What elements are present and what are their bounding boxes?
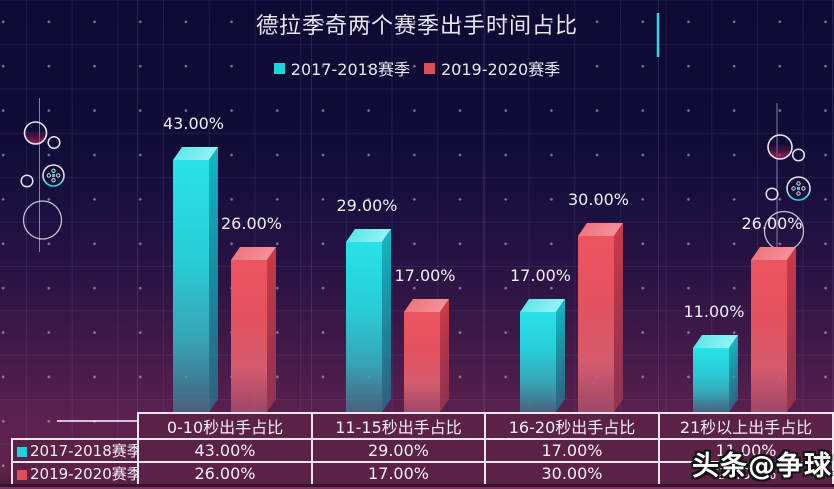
page-title: 德拉季奇两个赛季出手时间占比	[255, 14, 578, 39]
legend-swatch-cyan	[273, 62, 285, 74]
bar-side-face	[729, 334, 738, 412]
bar-value-label: 26.00%	[741, 213, 803, 233]
table-row: 2019-2020赛季 26.00% 17.00% 30.00% 26.00%	[11, 461, 834, 486]
bar-side-face	[440, 299, 449, 412]
bar-value-label: 29.00%	[336, 196, 398, 216]
bar-series2-cat1: 26.00%	[221, 214, 282, 412]
column-guide-line	[311, 0, 312, 412]
table-header-cell: 0-10秒出手占比	[137, 412, 313, 440]
bar-front-face	[519, 312, 556, 412]
table-row-label: 2019-2020赛季	[11, 461, 139, 486]
legend-item-2017-2018: 2017-2018赛季	[273, 56, 410, 80]
bar-series2-cat2: 17.00%	[394, 266, 456, 412]
bar-side-face	[382, 229, 391, 412]
bar-series2-cat4: 26.00%	[741, 214, 803, 412]
bar-front-face	[172, 160, 209, 412]
bar-front-face	[693, 347, 729, 412]
bar-front-face	[346, 242, 382, 412]
table-row: 2017-2018赛季 43.00% 29.00% 17.00% 11.00%	[11, 438, 834, 463]
row-label-text: 2019-2020赛季	[30, 465, 138, 483]
bar-series1-cat4: 11.00%	[683, 302, 745, 412]
bar-series1-cat2: 29.00%	[336, 196, 398, 412]
table-value-cell: 17.00%	[311, 461, 486, 486]
bar-side-face	[555, 299, 565, 412]
bar-front-face	[404, 312, 440, 412]
bar-side-face	[266, 246, 276, 412]
bottom-edge-strip	[0, 484, 834, 489]
table-value-cell: 26.00%	[137, 461, 313, 486]
bar-series2-cat3: 30.00%	[568, 190, 629, 412]
bar-value-label: 11.00%	[683, 301, 745, 321]
bar-value-label: 30.00%	[567, 190, 630, 210]
table-row-label: 2017-2018赛季	[11, 438, 139, 463]
table-value-cell: 26.00%	[658, 461, 834, 486]
bar-value-label: 26.00%	[220, 213, 283, 233]
column-guide-line	[658, 0, 659, 412]
bar-series1-cat3: 17.00%	[510, 266, 571, 412]
bar-side-face	[787, 246, 796, 412]
column-guide-line	[137, 0, 138, 412]
row-legend-swatch	[17, 447, 27, 457]
table-value-cell: 11.00%	[658, 438, 834, 463]
bar-front-face	[751, 259, 787, 412]
watermark: 头条@争球	[692, 451, 832, 482]
bar-series1-cat1: 43.00%	[163, 114, 224, 412]
row-label-text: 2017-2018赛季	[30, 442, 138, 460]
table-value-cell: 17.00%	[484, 438, 660, 463]
table-value-cell: 30.00%	[484, 461, 660, 486]
table-header-cell: 21秒以上出手占比	[658, 412, 834, 440]
table-header-cell: 16-20秒出手占比	[484, 412, 660, 440]
legend-swatch-red	[424, 62, 435, 74]
column-guide-line	[832, 0, 833, 412]
table-header-cell: 11-15秒出手占比	[311, 412, 486, 440]
bar-side-face	[208, 147, 218, 412]
bar-front-face	[577, 236, 614, 412]
bar-value-label: 17.00%	[509, 266, 572, 286]
bar-value-label: 17.00%	[394, 266, 456, 286]
table-value-cell: 43.00%	[137, 438, 313, 463]
legend-item-2019-2020: 2019-2020赛季	[424, 56, 560, 80]
column-guide-line	[484, 0, 485, 412]
data-table: 0-10秒出手占比 11-15秒出手占比 16-20秒出手占比 21秒以上出手占比 20…	[11, 412, 834, 486]
chart-legend: 2017-2018赛季 2019-2020赛季	[0, 56, 834, 80]
legend-label: 2017-2018赛季	[290, 60, 410, 79]
table-value-cell: 29.00%	[311, 438, 486, 463]
table-corner-cell	[12, 413, 138, 439]
legend-label: 2019-2020赛季	[441, 60, 561, 79]
axis-line-stub	[57, 420, 137, 422]
bar-front-face	[230, 259, 267, 412]
bar-side-face	[613, 223, 623, 412]
bar-value-label: 43.00%	[162, 114, 225, 134]
row-legend-swatch	[17, 470, 27, 480]
